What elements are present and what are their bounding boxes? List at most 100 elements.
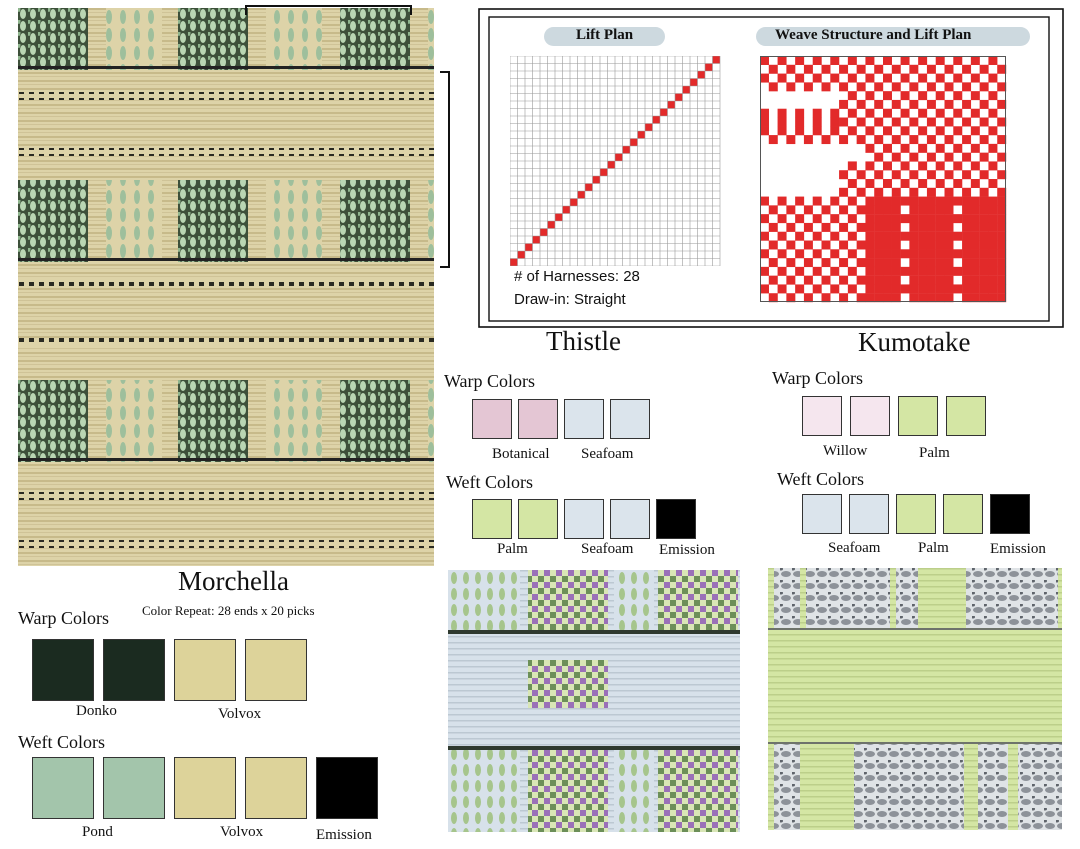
weave-cell — [891, 82, 901, 92]
weave-cell — [918, 249, 928, 259]
lift-cell — [690, 78, 698, 86]
lift-cell — [562, 206, 570, 214]
morchella-leaf-block — [340, 8, 410, 70]
morchella-vine-block — [266, 380, 322, 462]
weave-cell — [847, 266, 857, 276]
weave-cell — [918, 161, 928, 171]
morchella-warp-swatch — [245, 639, 307, 701]
weave-cell — [926, 152, 936, 162]
weave-cell — [926, 266, 936, 276]
weave-cell — [979, 170, 989, 180]
weave-cell — [962, 117, 972, 127]
lift-cell — [630, 138, 638, 146]
weave-cell — [918, 56, 928, 65]
weave-cell — [865, 196, 875, 206]
weave-cell — [874, 284, 884, 294]
weave-cell — [926, 99, 936, 109]
weave-cell — [935, 161, 945, 171]
weave-cell — [979, 152, 989, 162]
weave-cell — [891, 170, 901, 180]
morchella-warp-name-1: Donko — [76, 703, 117, 719]
weave-cell — [979, 205, 989, 215]
weave-cell — [988, 161, 998, 171]
weave-cell — [883, 91, 892, 101]
thistle-weft-name-1: Palm — [497, 541, 528, 557]
weave-cell — [874, 258, 884, 268]
weave-cell — [918, 143, 928, 153]
weave-cell — [777, 284, 787, 294]
morchella-dot-row — [18, 338, 434, 346]
weave-cell — [874, 293, 884, 303]
kumotake-leaf-block — [774, 744, 800, 830]
weave-cell — [970, 73, 980, 83]
weave-cell — [883, 205, 892, 215]
weave-cell — [865, 91, 875, 101]
morchella-weft-swatch — [245, 757, 307, 819]
weave-cell — [988, 56, 998, 65]
thistle-warp-name-1: Botanical — [492, 446, 550, 462]
weave-cell — [935, 222, 945, 232]
weave-cell — [786, 222, 796, 232]
lift-cell — [555, 213, 563, 221]
weave-cell — [918, 258, 928, 268]
weave-cell — [821, 293, 831, 303]
morchella-dot-row — [18, 278, 434, 286]
weave-cell — [944, 99, 954, 109]
weave-cell — [821, 205, 831, 215]
weave-cell — [988, 258, 998, 268]
weave-cell — [988, 108, 998, 118]
weave-cell — [970, 196, 980, 206]
thistle-purple-block — [528, 660, 608, 708]
weave-cell — [997, 240, 1007, 250]
weave-cell — [768, 222, 778, 232]
morchella-dark-line — [18, 458, 434, 461]
weave-cell — [768, 64, 778, 74]
weave-cell — [962, 240, 972, 250]
weave-cell — [803, 82, 813, 92]
weave-cell — [935, 284, 945, 294]
weave-cell — [795, 214, 805, 224]
weave-cell — [970, 91, 980, 101]
kumotake-gray-block — [854, 744, 964, 830]
weave-cell — [970, 258, 980, 268]
weave-cell — [891, 240, 901, 250]
weave-cell — [768, 258, 778, 268]
weave-cell — [821, 222, 831, 232]
weave-cell — [786, 205, 796, 215]
weave-cell — [803, 240, 813, 250]
morchella-leaf-block — [340, 180, 410, 262]
weave-cell — [891, 258, 901, 268]
weave-cell — [803, 222, 813, 232]
lift-cell — [712, 56, 720, 64]
weave-cell — [918, 214, 928, 224]
weave-cell — [883, 275, 892, 285]
lift-plan-title-pill — [544, 27, 665, 46]
weave-cell — [865, 56, 875, 65]
weave-cell — [777, 196, 787, 206]
weave-cell — [962, 214, 972, 224]
weave-cell — [970, 222, 980, 232]
weave-cell — [812, 196, 822, 206]
kumotake-weft-swatch — [943, 494, 983, 534]
weave-cell — [962, 135, 972, 145]
weave-cell — [812, 231, 822, 241]
weave-cell — [926, 240, 936, 250]
weave-cell — [874, 170, 884, 180]
weave-cell — [883, 231, 892, 241]
morchella-vine-block — [266, 180, 322, 262]
weave-cell — [865, 143, 875, 153]
weave-cell — [988, 179, 998, 188]
weave-cell — [918, 231, 928, 241]
weave-cell — [935, 231, 945, 241]
thistle-warp-swatch — [610, 399, 650, 439]
weave-cell — [962, 196, 972, 206]
kumotake-weft-name-1: Seafoam — [828, 540, 881, 556]
weave-cell — [777, 117, 787, 127]
weave-cell — [979, 99, 989, 109]
weave-cell — [760, 73, 769, 83]
weave-cell — [900, 91, 910, 101]
weave-structure-grid — [760, 56, 1007, 303]
weave-cell — [874, 231, 884, 241]
weave-cell — [979, 196, 989, 206]
weave-cell — [777, 231, 787, 241]
